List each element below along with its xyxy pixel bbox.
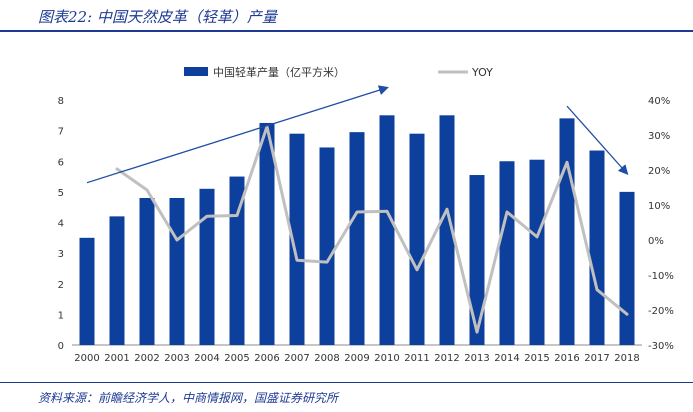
bar	[379, 115, 395, 345]
x-axis-tick-label: 2009	[344, 353, 369, 364]
source-note: 资料来源：前瞻经济学人，中商情报网，国盛证券研究所	[38, 391, 339, 405]
x-axis-tick-label: 2017	[584, 353, 609, 364]
source-divider	[0, 382, 693, 383]
right-axis-tick-label: -30%	[648, 341, 674, 352]
left-axis-tick-label: 5	[58, 188, 64, 199]
x-axis-tick-label: 2015	[524, 353, 549, 364]
bar	[589, 150, 605, 345]
legend-swatch-bar	[184, 67, 208, 76]
x-axis-tick-label: 2007	[284, 353, 309, 364]
left-axis-tick-label: 8	[58, 96, 64, 107]
x-axis-tick-label: 2005	[224, 353, 249, 364]
bar	[349, 132, 365, 345]
bar	[199, 188, 215, 345]
x-axis-tick-label: 2000	[74, 353, 99, 364]
x-axis-tick-label: 2003	[164, 353, 189, 364]
trend-arrow-down	[566, 105, 629, 175]
legend-label-bar: 中国轻革产量（亿平方米）	[213, 65, 345, 79]
x-axis-tick-label: 2008	[314, 353, 339, 364]
x-axis-tick-label: 2013	[464, 353, 489, 364]
bar	[619, 191, 635, 345]
bar	[139, 198, 155, 345]
figure-title: 图表22: 中国天然皮革（轻革）产量	[38, 8, 277, 26]
trend-arrow-up	[86, 85, 389, 184]
right-axis-tick-label: 0%	[648, 236, 664, 247]
x-axis-tick-label: 2016	[554, 353, 579, 364]
x-axis-tick-label: 2018	[614, 353, 639, 364]
bar	[439, 115, 455, 345]
x-axis-tick-label: 2001	[104, 353, 129, 364]
bar	[259, 122, 275, 345]
bar	[559, 118, 575, 345]
x-axis-tick-label: 2006	[254, 353, 279, 364]
right-axis-tick-label: -10%	[648, 271, 674, 282]
bar	[469, 175, 485, 345]
bar	[79, 237, 95, 345]
bar	[499, 161, 515, 345]
right-axis-tick-label: -20%	[648, 306, 674, 317]
x-axis-tick-label: 2002	[134, 353, 159, 364]
right-axis-tick-label: 20%	[648, 166, 670, 177]
bar	[409, 133, 425, 345]
left-axis-tick-label: 2	[58, 280, 64, 291]
left-axis-tick-label: 6	[58, 157, 64, 168]
right-axis-tick-label: 40%	[648, 96, 670, 107]
yoy-line	[115, 125, 629, 334]
left-axis-tick-label: 0	[58, 341, 64, 352]
x-axis-tick-label: 2010	[374, 353, 399, 364]
x-axis-tick-label: 2004	[194, 353, 219, 364]
bar	[109, 216, 125, 345]
bar	[319, 147, 335, 345]
right-axis-tick-label: 10%	[648, 201, 670, 212]
legend-label-yoy: YOY	[471, 66, 493, 79]
x-axis-tick-label: 2014	[494, 353, 519, 364]
x-axis-tick-label: 2011	[404, 353, 429, 364]
left-axis-tick-label: 4	[58, 219, 64, 230]
bar	[289, 133, 305, 345]
left-axis-tick-label: 3	[58, 249, 64, 260]
left-axis-tick-label: 1	[58, 310, 64, 321]
bar	[169, 198, 185, 345]
left-axis-tick-label: 7	[58, 127, 64, 138]
x-axis-tick-label: 2012	[434, 353, 459, 364]
bar	[529, 159, 545, 345]
title-divider	[0, 30, 693, 32]
bar	[229, 176, 245, 345]
right-axis-tick-label: 30%	[648, 131, 670, 142]
